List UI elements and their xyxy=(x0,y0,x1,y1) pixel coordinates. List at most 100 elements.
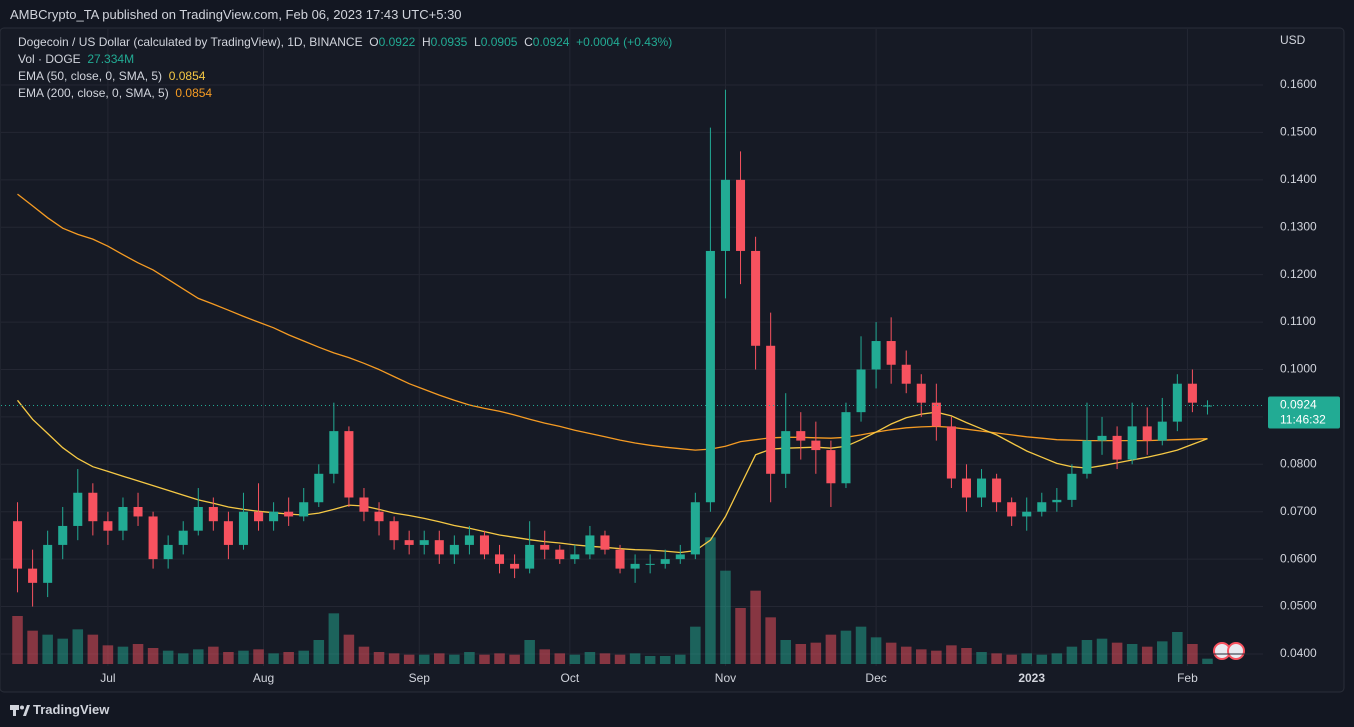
candle-body xyxy=(1097,435,1107,441)
candle-body xyxy=(600,535,610,550)
candle-body xyxy=(314,473,324,503)
volume-bar xyxy=(584,652,596,664)
candle-body xyxy=(1142,426,1152,441)
candle-body xyxy=(434,540,444,555)
volume-bar xyxy=(690,626,701,664)
volume-bar xyxy=(57,638,68,664)
publish-info: AMBCrypto_TA published on TradingView.co… xyxy=(10,7,462,22)
y-tick-label: 0.1300 xyxy=(1280,219,1317,233)
event-icons xyxy=(1213,642,1245,660)
x-tick-label: Feb xyxy=(1177,671,1198,685)
x-tick-label: Oct xyxy=(561,671,580,685)
candle-body xyxy=(88,492,98,522)
volume-bar xyxy=(268,653,279,664)
candle-body xyxy=(28,568,38,583)
volume-bar xyxy=(614,654,626,664)
volume-bar xyxy=(675,654,686,664)
candle-body xyxy=(871,341,881,370)
volume-bar xyxy=(765,617,776,664)
currency-label: USD xyxy=(1280,33,1306,47)
change: +0.0004 (+0.43%) xyxy=(576,35,673,49)
ohlc-key: H xyxy=(421,35,431,49)
candle-body xyxy=(374,511,384,522)
volume-bar xyxy=(509,654,520,664)
x-tick-label: Dec xyxy=(865,671,886,685)
candle-body xyxy=(916,383,926,403)
volume-bar xyxy=(208,646,219,664)
volume-bar xyxy=(1081,640,1093,664)
candle-body xyxy=(555,549,565,560)
candle-body xyxy=(359,497,369,512)
candle-body xyxy=(931,402,941,427)
candle-body xyxy=(495,554,505,564)
ema200-label: EMA (200, close, 0, SMA, 5) xyxy=(18,86,169,100)
volume-bar xyxy=(1126,644,1138,664)
candle-body xyxy=(992,478,1002,503)
symbol: Dogecoin / US Dollar (calculated by Trad… xyxy=(18,35,363,49)
ema200-value: 0.0854 xyxy=(175,86,213,100)
ohlc-value: 0.0935 xyxy=(430,35,468,49)
grid xyxy=(1,29,1263,666)
candle-body xyxy=(1082,440,1092,474)
candle-body xyxy=(1037,502,1047,512)
candle-body xyxy=(675,554,685,560)
volume-bar xyxy=(840,630,852,664)
volume-bar xyxy=(644,656,656,664)
volume-bar xyxy=(780,640,791,664)
candle-body xyxy=(299,502,309,517)
volume-bar xyxy=(1157,641,1168,664)
ema50-value: 0.0854 xyxy=(168,69,206,83)
candle-body xyxy=(826,450,836,484)
volume-bar xyxy=(313,640,325,664)
last-price-box xyxy=(1268,396,1340,429)
volume-bar xyxy=(1006,654,1017,664)
candle-body xyxy=(329,431,339,474)
candle-body xyxy=(886,341,896,365)
candle-body xyxy=(1202,405,1212,407)
ema50-row: EMA (50, close, 0, SMA, 5) 0.0854 xyxy=(18,68,672,85)
volume-bar xyxy=(991,653,1002,664)
volume-bar xyxy=(961,648,972,664)
candle-body xyxy=(163,544,173,560)
y-tick-label: 0.1500 xyxy=(1280,125,1317,139)
volume-bar xyxy=(870,637,882,664)
vol-label: Vol · DOGE xyxy=(18,52,81,66)
volume-bar xyxy=(1111,642,1123,664)
x-tick-label: Sep xyxy=(409,671,431,685)
vol-row: Vol · DOGE 27.334M xyxy=(18,51,672,68)
candle-body xyxy=(1172,383,1182,422)
x-tick-label: Nov xyxy=(715,671,736,685)
candle-body xyxy=(103,521,113,531)
candle-body xyxy=(1157,421,1167,441)
symbol-row: Dogecoin / US Dollar (calculated by Trad… xyxy=(18,34,672,51)
candle-body xyxy=(58,525,68,545)
candle-body xyxy=(238,511,248,545)
volume-bar xyxy=(343,634,355,664)
volume-bar xyxy=(1036,654,1048,664)
volume-bar xyxy=(1066,646,1078,664)
volume-bar xyxy=(464,652,475,664)
volume-bar xyxy=(479,654,490,664)
candle-body xyxy=(118,506,128,531)
last-price-label: 0.0924 xyxy=(1280,398,1317,412)
volume-bar xyxy=(223,652,234,664)
candle-body xyxy=(540,544,550,550)
ema50-line xyxy=(16,399,1208,554)
candle-body xyxy=(1127,426,1137,460)
ohlc-value: 0.0905 xyxy=(480,35,518,49)
logo xyxy=(10,705,30,716)
volume-bar xyxy=(193,649,204,664)
volume-bar xyxy=(253,649,264,664)
y-tick-label: 0.0400 xyxy=(1280,646,1317,660)
candle-body xyxy=(615,549,625,569)
candle-body xyxy=(630,563,640,569)
volume-bar xyxy=(705,537,716,664)
volume-bar xyxy=(539,649,550,664)
volume-bar xyxy=(283,652,294,664)
volume-bar xyxy=(418,654,430,664)
candle-body xyxy=(208,506,218,522)
y-tick-label: 0.0600 xyxy=(1280,551,1317,565)
candle-body xyxy=(449,544,459,555)
y-tick-label: 0.0800 xyxy=(1280,456,1317,470)
